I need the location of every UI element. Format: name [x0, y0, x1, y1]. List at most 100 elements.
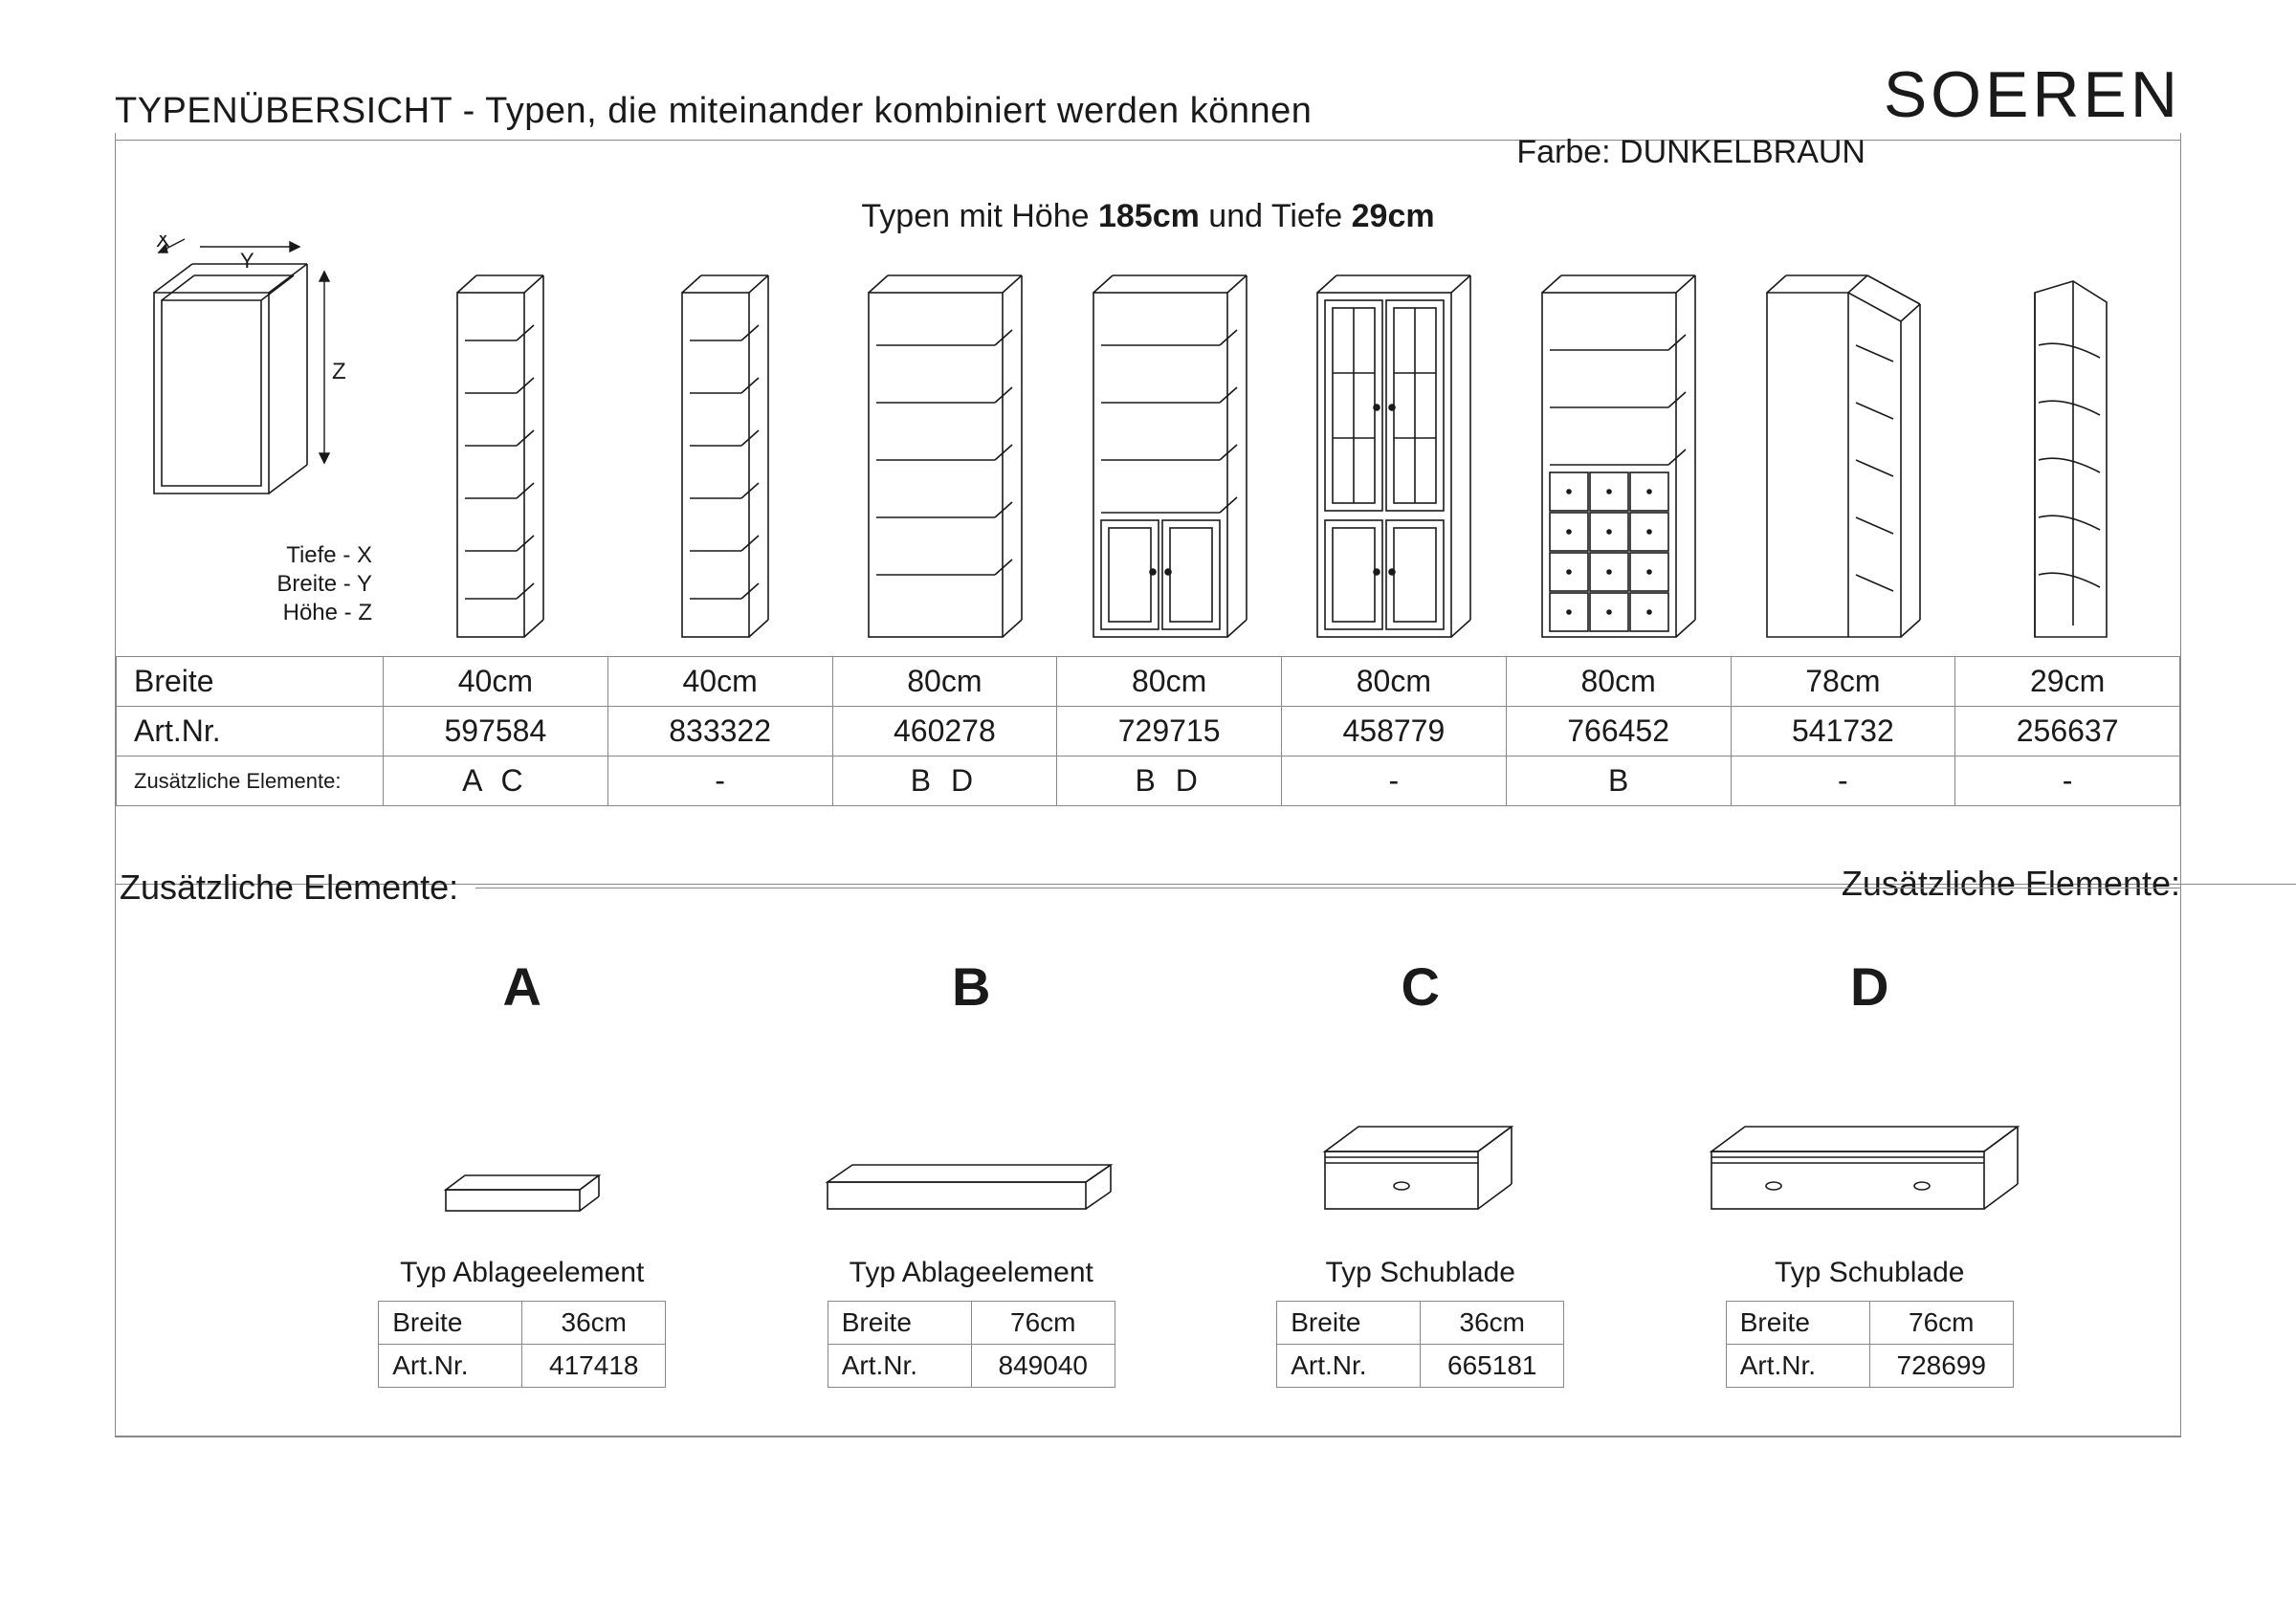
extra-letter: D — [1850, 955, 1888, 1018]
table-cell: - — [608, 757, 833, 806]
extra-letter: C — [1402, 955, 1440, 1018]
cabinet-glass-icon — [1303, 264, 1485, 647]
drawer-small-icon — [1306, 1113, 1535, 1228]
extra-letter: A — [503, 955, 541, 1018]
table-cell: 40cm — [608, 657, 833, 707]
table-cell: 833322 — [608, 707, 833, 757]
page-title: TYPENÜBERSICHT - Typen, die miteinander … — [115, 91, 1312, 132]
extra-type: Typ Schublade — [1326, 1257, 1515, 1289]
axis-z-label: Z — [332, 359, 345, 384]
table-cell: 80cm — [833, 657, 1058, 707]
unit-6 — [1507, 235, 1732, 647]
table-cell: 29cm — [1955, 657, 2180, 707]
legend-breite: Breite - Y — [276, 570, 372, 599]
table-cell: 80cm — [1507, 657, 1732, 707]
mini-breite-value: 36cm — [522, 1302, 666, 1345]
figure-row: X Y Z Tiefe - X Breite - Y Höhe - Z — [116, 235, 2180, 656]
table-cell: - — [1732, 757, 1956, 806]
shelf-insert-small-icon — [417, 1161, 628, 1228]
table-cell: 256637 — [1955, 707, 2180, 757]
mini-artnr-label: Art.Nr. — [1727, 1345, 1870, 1388]
unit-1 — [384, 235, 608, 647]
axis-y-label: Y — [240, 249, 254, 273]
mini-artnr-value: 665181 — [1421, 1345, 1564, 1388]
table-cell: 80cm — [1057, 657, 1282, 707]
shelf-insert-large-icon — [808, 1151, 1134, 1228]
brand-name: SOEREN — [1884, 57, 2181, 132]
table-cell: 78cm — [1732, 657, 1956, 707]
mini-artnr-value: 849040 — [972, 1345, 1115, 1388]
mini-breite-value: 76cm — [972, 1302, 1115, 1345]
dimension-legend: Tiefe - X Breite - Y Höhe - Z — [276, 541, 384, 627]
mini-artnr-value: 417418 — [522, 1345, 666, 1388]
unit-7 — [1732, 235, 1956, 647]
extra-type: Typ Schublade — [1775, 1257, 1964, 1289]
unit-4 — [1057, 235, 1282, 647]
extra-table: Breite 36cm Art.Nr. 665181 — [1276, 1301, 1564, 1388]
unit-8 — [1955, 235, 2180, 647]
section-extras-title-visible: Zusätzliche Elemente: — [116, 867, 475, 908]
mini-artnr-label: Art.Nr. — [1277, 1345, 1421, 1388]
spec-table: Breite 40cm 40cm 80cm 80cm 80cm 80cm 78c… — [116, 656, 2180, 806]
shelf-wide-icon — [854, 264, 1036, 647]
legend-hoehe: Höhe - Z — [276, 599, 372, 627]
extra-table: Breite 36cm Art.Nr. 417418 — [378, 1301, 666, 1388]
table-cell: - — [1955, 757, 2180, 806]
table-cell: B D — [833, 757, 1058, 806]
extra-letter: B — [952, 955, 990, 1018]
extras-row: A Typ Ablageelement Breite 36cm Art.Nr. — [116, 955, 2180, 1388]
extra-a: A Typ Ablageelement Breite 36cm Art.Nr. — [326, 955, 718, 1388]
header: TYPENÜBERSICHT - Typen, die miteinander … — [115, 57, 2181, 132]
table-cell: B D — [1057, 757, 1282, 806]
table-cell: 766452 — [1507, 707, 1732, 757]
content-frame: Typen mit Höhe 185cm und Tiefe 29cm Farb… — [115, 133, 2181, 1437]
table-cell: 729715 — [1057, 707, 1282, 757]
subtitle: Typen mit Höhe 185cm und Tiefe 29cm — [116, 198, 2180, 235]
row-breite-label: Breite — [116, 657, 384, 707]
table-cell: 460278 — [833, 707, 1058, 757]
page: TYPENÜBERSICHT - Typen, die miteinander … — [0, 0, 2296, 1623]
row-artnr-label: Art.Nr. — [116, 707, 384, 757]
drawer-large-icon — [1697, 1113, 2042, 1228]
dimension-key: X Y Z Tiefe - X Breite - Y Höhe - Z — [116, 235, 384, 647]
extra-b: B Typ Ablageelement Breite 76cm Art.Nr. — [776, 955, 1168, 1388]
extra-d: D Typ Schublade B — [1674, 955, 2066, 1388]
extra-type: Typ Ablageelement — [400, 1257, 644, 1289]
corner-shelf-icon — [2016, 264, 2121, 647]
mini-artnr-label: Art.Nr. — [379, 1345, 522, 1388]
bottom-rule — [116, 1436, 2180, 1437]
subtitle-depth: 29cm — [1352, 198, 1435, 234]
color-note: Farbe: DUNKELBRAUN — [1516, 134, 1866, 171]
table-cell: 40cm — [384, 657, 608, 707]
mini-breite-label: Breite — [1727, 1302, 1870, 1345]
subtitle-mid: und Tiefe — [1200, 198, 1352, 234]
color-label: Farbe: — [1516, 134, 1620, 170]
extra-table: Breite 76cm Art.Nr. 849040 — [828, 1301, 1115, 1388]
axis-x-label: X — [156, 235, 170, 252]
table-cell: 597584 — [384, 707, 608, 757]
table-cell: 458779 — [1282, 707, 1507, 757]
row-extra-label: Zusätzliche Elemente: — [116, 757, 384, 806]
unit-2 — [608, 235, 833, 647]
legend-tiefe: Tiefe - X — [276, 541, 372, 570]
mini-breite-label: Breite — [379, 1302, 522, 1345]
subtitle-pre: Typen mit Höhe — [861, 198, 1098, 234]
mini-breite-label: Breite — [1277, 1302, 1421, 1345]
table-cell: B — [1507, 757, 1732, 806]
table-cell: A C — [384, 757, 608, 806]
table-cell: - — [1282, 757, 1507, 806]
section-extras-title: Zusätzliche Elemente: — [1838, 864, 2180, 904]
mini-breite-value: 76cm — [1870, 1302, 2014, 1345]
shelf-narrow-icon — [438, 264, 553, 647]
extra-c: C Typ Schublade Breite — [1225, 955, 1617, 1388]
mini-breite-value: 36cm — [1421, 1302, 1564, 1345]
mini-breite-label: Breite — [828, 1302, 972, 1345]
unit-5 — [1282, 235, 1507, 647]
shelf-wide-doors-icon — [1079, 264, 1261, 647]
mini-artnr-value: 728699 — [1870, 1345, 2014, 1388]
mini-artnr-label: Art.Nr. — [828, 1345, 972, 1388]
shelf-drawers-icon — [1528, 264, 1710, 647]
extra-type: Typ Ablageelement — [850, 1257, 1093, 1289]
shelf-narrow-icon — [663, 264, 778, 647]
dimension-cube-icon: X Y Z — [125, 235, 345, 541]
